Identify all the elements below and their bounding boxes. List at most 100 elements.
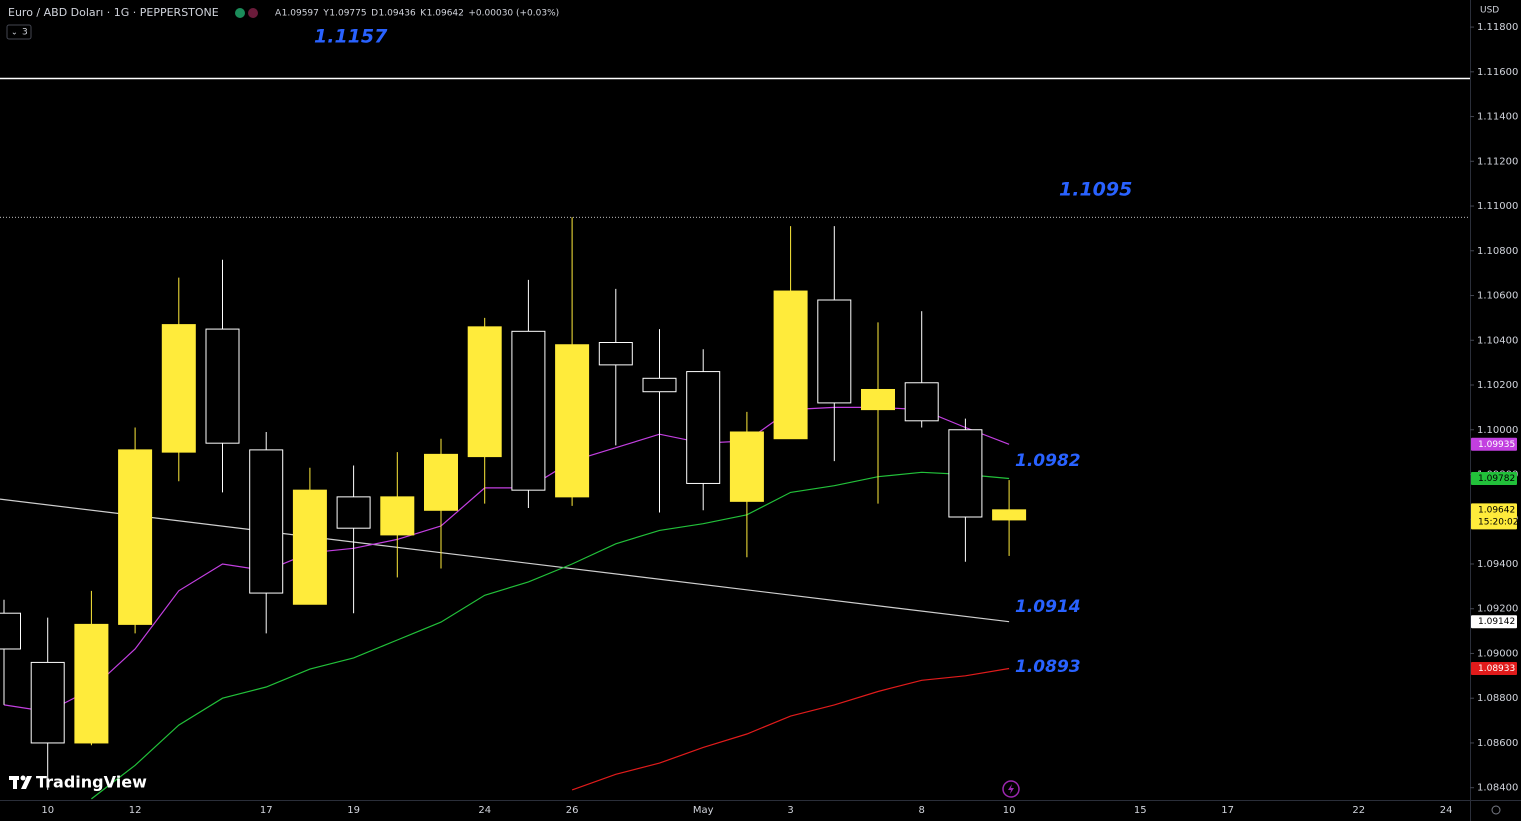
y-tick-label: 1.08600 — [1477, 738, 1518, 749]
x-tick-label: 17 — [260, 805, 273, 816]
candle-body — [249, 449, 284, 594]
annotation: 1.1095 — [1059, 179, 1132, 201]
ohlc-legend: A 1.09597 Y 1.09775 D 1.09436 K 1.09642 +0.00030… — [275, 9, 559, 19]
candle-body — [686, 371, 721, 484]
x-tick-label: 10 — [1003, 805, 1016, 816]
candle-body — [292, 489, 327, 605]
y-tick-label: 1.10400 — [1477, 335, 1518, 346]
series-tag — [1471, 472, 1517, 486]
ma-line — [91, 471, 1010, 800]
series-tag-label: 1.08933 — [1478, 664, 1515, 674]
ma-line — [3, 406, 1010, 713]
x-tick-label: 19 — [347, 805, 360, 816]
candle-body — [555, 344, 590, 498]
candle-body — [642, 377, 677, 393]
y-tick-label: 1.11800 — [1477, 22, 1518, 33]
x-tick-label: 12 — [129, 805, 142, 816]
candle-body — [205, 328, 240, 444]
series-tag-label: 1.09782 — [1478, 474, 1515, 484]
y-tick-label: 1.09000 — [1477, 648, 1518, 659]
ohlc-value: 1.09642 — [427, 9, 464, 19]
candle-body — [817, 299, 852, 404]
candle-body — [729, 431, 764, 502]
y-tick-label: 1.10000 — [1477, 425, 1518, 436]
ohlc-value: 1.09597 — [282, 9, 319, 19]
x-tick-label: 3 — [787, 805, 793, 816]
ma-line — [571, 667, 1010, 791]
y-tick-label: 1.11600 — [1477, 67, 1518, 78]
plot-area — [0, 77, 1470, 800]
candle-body — [118, 449, 153, 625]
x-tick-label: 15 — [1134, 805, 1147, 816]
x-tick-label: 24 — [478, 805, 491, 816]
ohlc-value: 1.09436 — [379, 9, 416, 19]
annotation: 1.0893 — [1015, 657, 1081, 677]
x-tick-label: 22 — [1352, 805, 1365, 816]
settings-icon[interactable] — [1491, 805, 1501, 815]
annotation: 1.1157 — [314, 26, 388, 48]
candle-body — [336, 496, 371, 529]
candle-body — [773, 290, 808, 440]
candle-body — [861, 388, 895, 411]
x-tick-label: 26 — [566, 805, 579, 816]
brand-logo — [9, 775, 32, 789]
candle-body — [424, 453, 458, 511]
x-tick-label: May — [693, 805, 714, 816]
price-tag-label: 1.09642 — [1478, 505, 1515, 515]
ohlc-value: 1.09775 — [329, 9, 366, 19]
alert-icon — [1008, 784, 1014, 794]
candle-body — [30, 661, 65, 744]
ohlc-prefix: D — [371, 9, 378, 19]
indicator-count: 3 — [22, 28, 28, 38]
y-tick-label: 1.11000 — [1477, 201, 1518, 212]
y-tick-label: 1.10800 — [1477, 246, 1518, 257]
y-tick-label: 1.11400 — [1477, 112, 1518, 123]
candle-body — [0, 612, 21, 650]
series-tag-label: 1.09935 — [1478, 440, 1515, 450]
y-tick-label: 1.11200 — [1477, 156, 1518, 167]
trend-tag-label: 1.09142 — [1478, 617, 1515, 627]
y-tick-label: 1.10600 — [1477, 291, 1518, 302]
chevron: ⌄ — [11, 28, 18, 37]
candle-body — [467, 326, 502, 458]
status-dot — [248, 8, 258, 18]
series-tag — [1471, 661, 1517, 675]
candle-body — [598, 342, 633, 366]
x-tick-label: 24 — [1440, 805, 1453, 816]
ohlc-prefix: K — [420, 9, 427, 19]
countdown: 15:20:02 — [1478, 517, 1518, 527]
candle-body — [948, 429, 983, 518]
alert-icon[interactable] — [1002, 780, 1020, 798]
series-tag — [1471, 437, 1517, 451]
status-dot — [235, 8, 245, 18]
candle-body — [380, 496, 415, 536]
trend-tag — [1471, 615, 1517, 629]
price-tag — [1471, 503, 1517, 530]
ohlc-prefix: A — [275, 9, 282, 19]
y-tick-label: 1.10200 — [1477, 380, 1518, 391]
currency-label[interactable]: USD — [1480, 6, 1499, 16]
candle-body — [904, 382, 939, 422]
annotation: 1.0914 — [1015, 597, 1081, 617]
ohlc-change: +0.00030 (+0.03%) — [468, 9, 559, 19]
x-tick-label: 8 — [919, 805, 925, 816]
trend-line — [0, 498, 1010, 623]
candle-body — [511, 330, 546, 491]
indicator-toggle[interactable] — [6, 24, 32, 40]
candle-body — [74, 623, 109, 744]
ohlc-prefix: Y — [322, 9, 329, 19]
y-tick-label: 1.08400 — [1477, 783, 1518, 794]
x-tick-label: 10 — [41, 805, 54, 816]
symbol-title: Euro / ABD Doları · 1G · PEPPERSTONE — [8, 6, 219, 19]
annotation: 1.0982 — [1015, 451, 1081, 471]
y-tick-label: 1.09400 — [1477, 559, 1518, 570]
candle-body — [161, 324, 196, 453]
x-tick-label: 17 — [1221, 805, 1234, 816]
candle-body — [992, 509, 1027, 521]
axes: 1.11800 1.11600 1.11400 1.11200 1.11000 1.108… — [41, 22, 1518, 816]
y-tick-label: 1.09200 — [1477, 604, 1518, 615]
brand-name: TradingView — [36, 773, 147, 792]
